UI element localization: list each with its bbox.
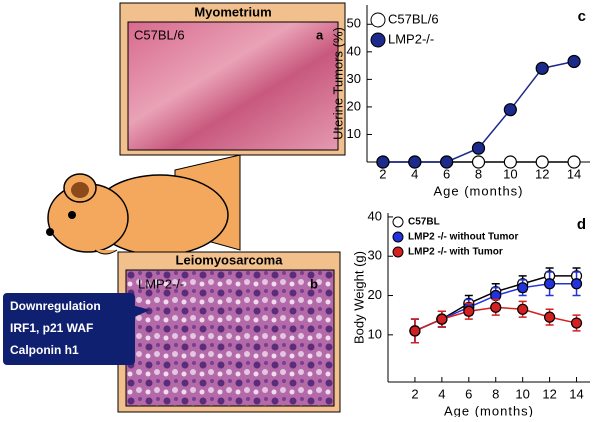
- panel-title: Myometrium: [194, 4, 271, 19]
- y-tick-label: 10: [347, 126, 361, 141]
- data-point: [436, 313, 448, 325]
- panel-label: C57BL/6: [134, 27, 185, 42]
- histology-image: [125, 269, 335, 407]
- legend-marker: [392, 246, 404, 258]
- x-tick-label: 2: [411, 386, 418, 401]
- data-point: [567, 155, 581, 169]
- data-point: [543, 311, 556, 323]
- data-point: [471, 155, 486, 169]
- callout-pointer: [132, 305, 150, 318]
- y-axis-label: Body Weight (g): [351, 251, 366, 344]
- data-point: [517, 282, 529, 294]
- data-point: [535, 155, 549, 169]
- y-tick-label: 40: [347, 43, 361, 58]
- y-tick-label: 30: [368, 248, 382, 263]
- callout-text: Downregulation: [10, 299, 101, 313]
- legend-label: LMP2 -/- without Tumor: [408, 232, 518, 243]
- data-point: [463, 305, 475, 317]
- legend-label: C57BL/6: [388, 11, 439, 26]
- x-tick-label: 4: [411, 166, 418, 181]
- data-point: [408, 155, 422, 169]
- y-tick-label: 50: [347, 16, 361, 31]
- x-tick-label: 10: [515, 386, 529, 401]
- panel-label: LMP2-/-: [138, 276, 184, 291]
- data-point: [543, 278, 556, 290]
- x-tick-label: 14: [569, 386, 583, 401]
- data-point: [570, 317, 583, 329]
- data-point: [517, 303, 529, 315]
- panel-letter: b: [310, 276, 318, 291]
- panel-letter: c: [578, 8, 586, 25]
- legend-marker: [392, 216, 404, 228]
- legend-marker: [392, 231, 404, 243]
- x-tick-label: 4: [438, 386, 445, 401]
- x-tick-label: 12: [535, 166, 549, 181]
- y-tick-label: 20: [368, 287, 382, 302]
- data-point: [490, 301, 502, 313]
- callout-box: [3, 293, 135, 365]
- x-tick-label: 8: [475, 166, 482, 181]
- data-point: [570, 278, 583, 290]
- x-tick-label: 14: [567, 166, 581, 181]
- x-tick-label: 6: [443, 166, 450, 181]
- data-point: [503, 103, 517, 117]
- mouse-illustration: [46, 154, 241, 260]
- callout-text: Calponin h1: [10, 343, 79, 357]
- legend-label: LMP2-/-: [388, 31, 434, 46]
- y-axis-label: Uterine Tumors (%): [330, 27, 345, 140]
- y-tick-label: 20: [347, 98, 361, 113]
- data-point: [535, 61, 549, 75]
- panel-letter: a: [316, 27, 324, 42]
- data-point: [567, 54, 581, 69]
- callout-text: IRF1, p21 WAF: [10, 321, 93, 335]
- x-tick-label: 2: [379, 166, 386, 181]
- data-point: [376, 155, 390, 169]
- data-point: [503, 155, 517, 169]
- x-axis-label: Age (months): [433, 183, 523, 198]
- histology-image: [127, 21, 339, 151]
- panel-title: Leiomyosarcoma: [176, 252, 284, 267]
- data-point: [471, 141, 486, 155]
- panel-letter: d: [577, 216, 586, 233]
- x-tick-label: 6: [465, 386, 472, 401]
- x-tick-label: 10: [503, 166, 517, 181]
- y-tick-label: 30: [347, 71, 361, 86]
- y-tick-label: 10: [368, 326, 382, 341]
- x-tick-label: 12: [542, 386, 556, 401]
- legend-marker: [370, 32, 386, 48]
- x-axis-label: Age (months): [444, 403, 534, 417]
- data-point: [409, 325, 421, 337]
- x-tick-label: 8: [492, 386, 499, 401]
- y-tick-label: 40: [368, 208, 382, 223]
- data-point: [440, 155, 454, 169]
- legend-marker: [370, 12, 386, 28]
- legend-label: C57BL: [408, 217, 440, 228]
- legend-label: LMP2 -/- with Tumor: [408, 247, 503, 258]
